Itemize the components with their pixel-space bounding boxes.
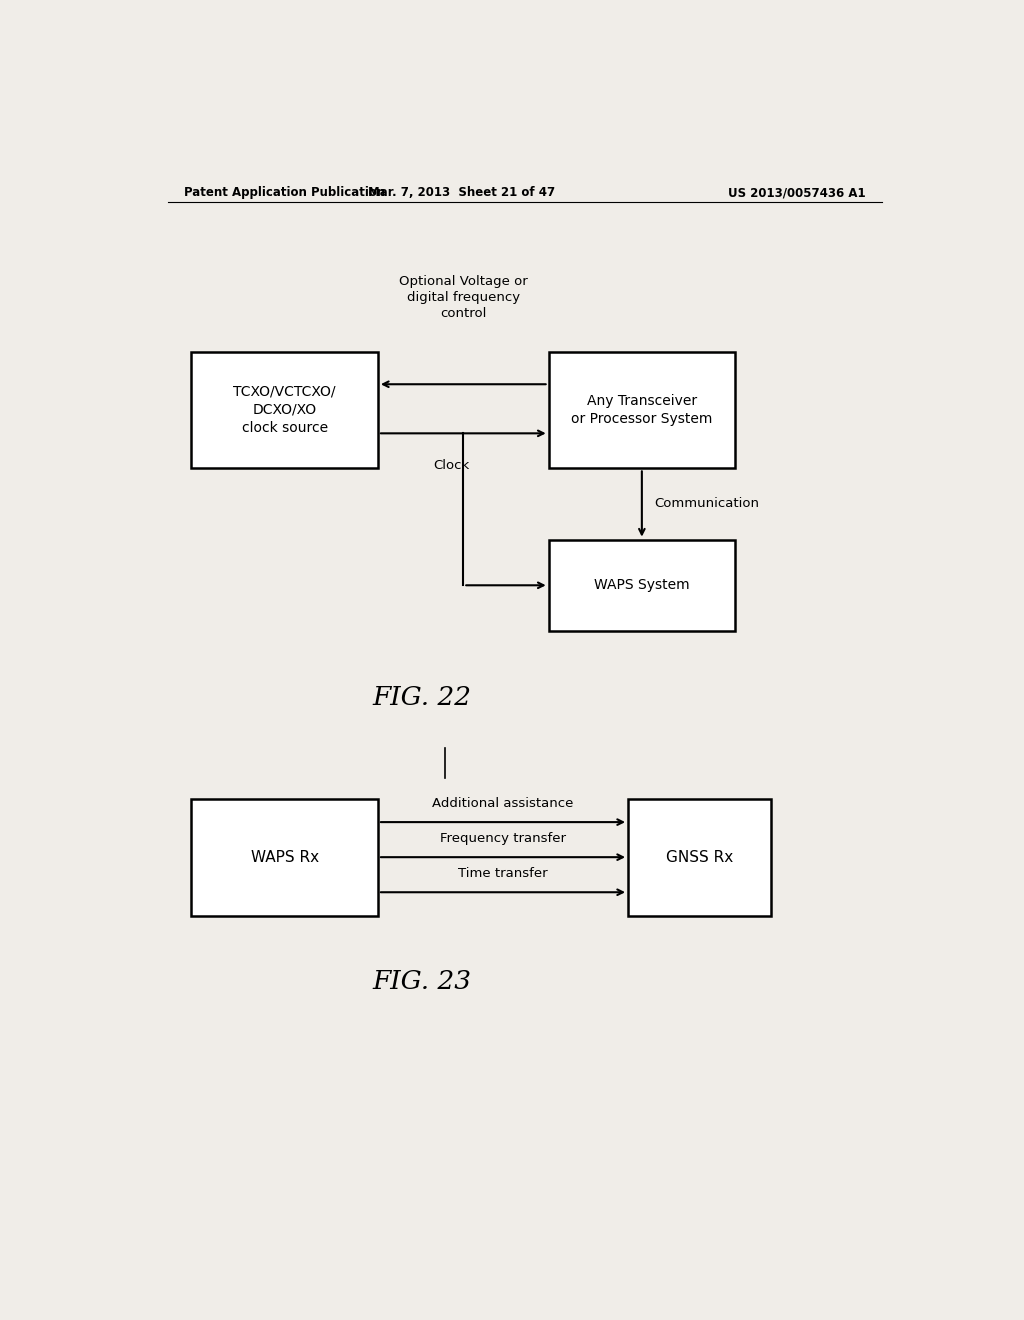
Text: Frequency transfer: Frequency transfer bbox=[440, 832, 566, 845]
Text: GNSS Rx: GNSS Rx bbox=[666, 850, 733, 865]
Text: Time transfer: Time transfer bbox=[458, 867, 548, 880]
Text: US 2013/0057436 A1: US 2013/0057436 A1 bbox=[728, 186, 866, 199]
Bar bbox=[191, 351, 378, 469]
Text: Communication: Communication bbox=[653, 498, 759, 511]
Bar bbox=[628, 799, 771, 916]
Text: TCXO/VCTCXO/
DCXO/XO
clock source: TCXO/VCTCXO/ DCXO/XO clock source bbox=[233, 384, 336, 436]
Text: WAPS System: WAPS System bbox=[594, 578, 690, 593]
Text: Mar. 7, 2013  Sheet 21 of 47: Mar. 7, 2013 Sheet 21 of 47 bbox=[368, 186, 555, 199]
Text: Optional Voltage or
digital frequency
control: Optional Voltage or digital frequency co… bbox=[399, 276, 527, 321]
Text: FIG. 22: FIG. 22 bbox=[372, 685, 471, 710]
Text: WAPS Rx: WAPS Rx bbox=[251, 850, 318, 865]
Bar bbox=[549, 540, 735, 631]
Text: Clock: Clock bbox=[433, 459, 470, 471]
Text: Additional assistance: Additional assistance bbox=[432, 797, 573, 810]
Text: FIG. 23: FIG. 23 bbox=[372, 969, 471, 994]
Text: Patent Application Publication: Patent Application Publication bbox=[183, 186, 385, 199]
Bar bbox=[549, 351, 735, 469]
Text: Any Transceiver
or Processor System: Any Transceiver or Processor System bbox=[571, 393, 713, 426]
Bar bbox=[191, 799, 378, 916]
